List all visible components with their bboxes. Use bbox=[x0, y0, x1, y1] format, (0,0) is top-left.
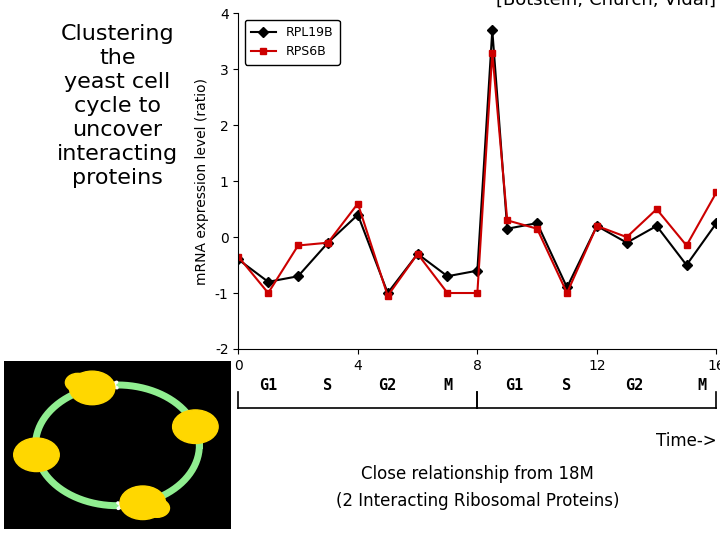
Text: G2: G2 bbox=[379, 378, 397, 393]
RPL19B bbox=[443, 273, 451, 280]
Circle shape bbox=[145, 499, 169, 517]
RPL19B bbox=[593, 222, 601, 229]
Text: Clustering
the
yeast cell
cycle to
uncover
interacting
proteins: Clustering the yeast cell cycle to uncov… bbox=[57, 24, 178, 187]
RPL19B bbox=[562, 284, 571, 291]
RPS6B bbox=[533, 226, 541, 232]
RPL19B bbox=[473, 267, 482, 274]
Text: S: S bbox=[323, 378, 333, 393]
RPL19B bbox=[682, 262, 690, 268]
RPL19B bbox=[533, 220, 541, 226]
Circle shape bbox=[120, 486, 166, 519]
RPS6B bbox=[413, 251, 422, 257]
RPL19B bbox=[383, 290, 392, 296]
Text: M: M bbox=[697, 378, 706, 393]
RPL19B bbox=[234, 256, 243, 263]
Line: RPL19B: RPL19B bbox=[235, 27, 720, 296]
RPS6B bbox=[488, 49, 497, 56]
Text: M: M bbox=[443, 378, 452, 393]
RPL19B bbox=[712, 220, 720, 226]
RPL19B bbox=[488, 27, 497, 33]
Legend: RPL19B, RPS6B: RPL19B, RPS6B bbox=[245, 20, 340, 64]
RPS6B bbox=[264, 290, 272, 296]
RPL19B bbox=[294, 273, 302, 280]
Text: [Botstein; Church, Vidal]: [Botstein; Church, Vidal] bbox=[496, 0, 716, 9]
RPS6B bbox=[323, 239, 332, 246]
RPS6B bbox=[294, 242, 302, 249]
RPS6B bbox=[593, 222, 601, 229]
Line: RPS6B: RPS6B bbox=[235, 49, 720, 299]
RPS6B bbox=[562, 290, 571, 296]
RPS6B bbox=[473, 290, 482, 296]
RPS6B bbox=[383, 293, 392, 299]
RPL19B bbox=[413, 251, 422, 257]
RPL19B bbox=[264, 279, 272, 285]
RPS6B bbox=[234, 253, 243, 260]
RPS6B bbox=[652, 206, 661, 212]
RPS6B bbox=[712, 189, 720, 195]
RPL19B bbox=[622, 239, 631, 246]
Y-axis label: mRNA expression level (ratio): mRNA expression level (ratio) bbox=[195, 78, 210, 285]
Circle shape bbox=[69, 371, 115, 404]
RPL19B bbox=[354, 212, 362, 218]
Text: G1: G1 bbox=[505, 378, 524, 393]
RPL19B bbox=[652, 222, 661, 229]
Text: G1: G1 bbox=[259, 378, 277, 393]
Text: Close relationship from 18M
(2 Interacting Ribosomal Proteins): Close relationship from 18M (2 Interacti… bbox=[336, 465, 619, 510]
RPS6B bbox=[354, 200, 362, 207]
Circle shape bbox=[173, 410, 218, 443]
RPL19B bbox=[503, 226, 511, 232]
RPL19B bbox=[323, 239, 332, 246]
Text: Time->: Time-> bbox=[656, 432, 716, 450]
RPS6B bbox=[682, 242, 690, 249]
RPS6B bbox=[503, 217, 511, 224]
Text: G2: G2 bbox=[625, 378, 644, 393]
Text: S: S bbox=[562, 378, 572, 393]
Circle shape bbox=[14, 438, 59, 471]
RPS6B bbox=[622, 234, 631, 240]
RPS6B bbox=[443, 290, 451, 296]
Circle shape bbox=[66, 373, 91, 392]
